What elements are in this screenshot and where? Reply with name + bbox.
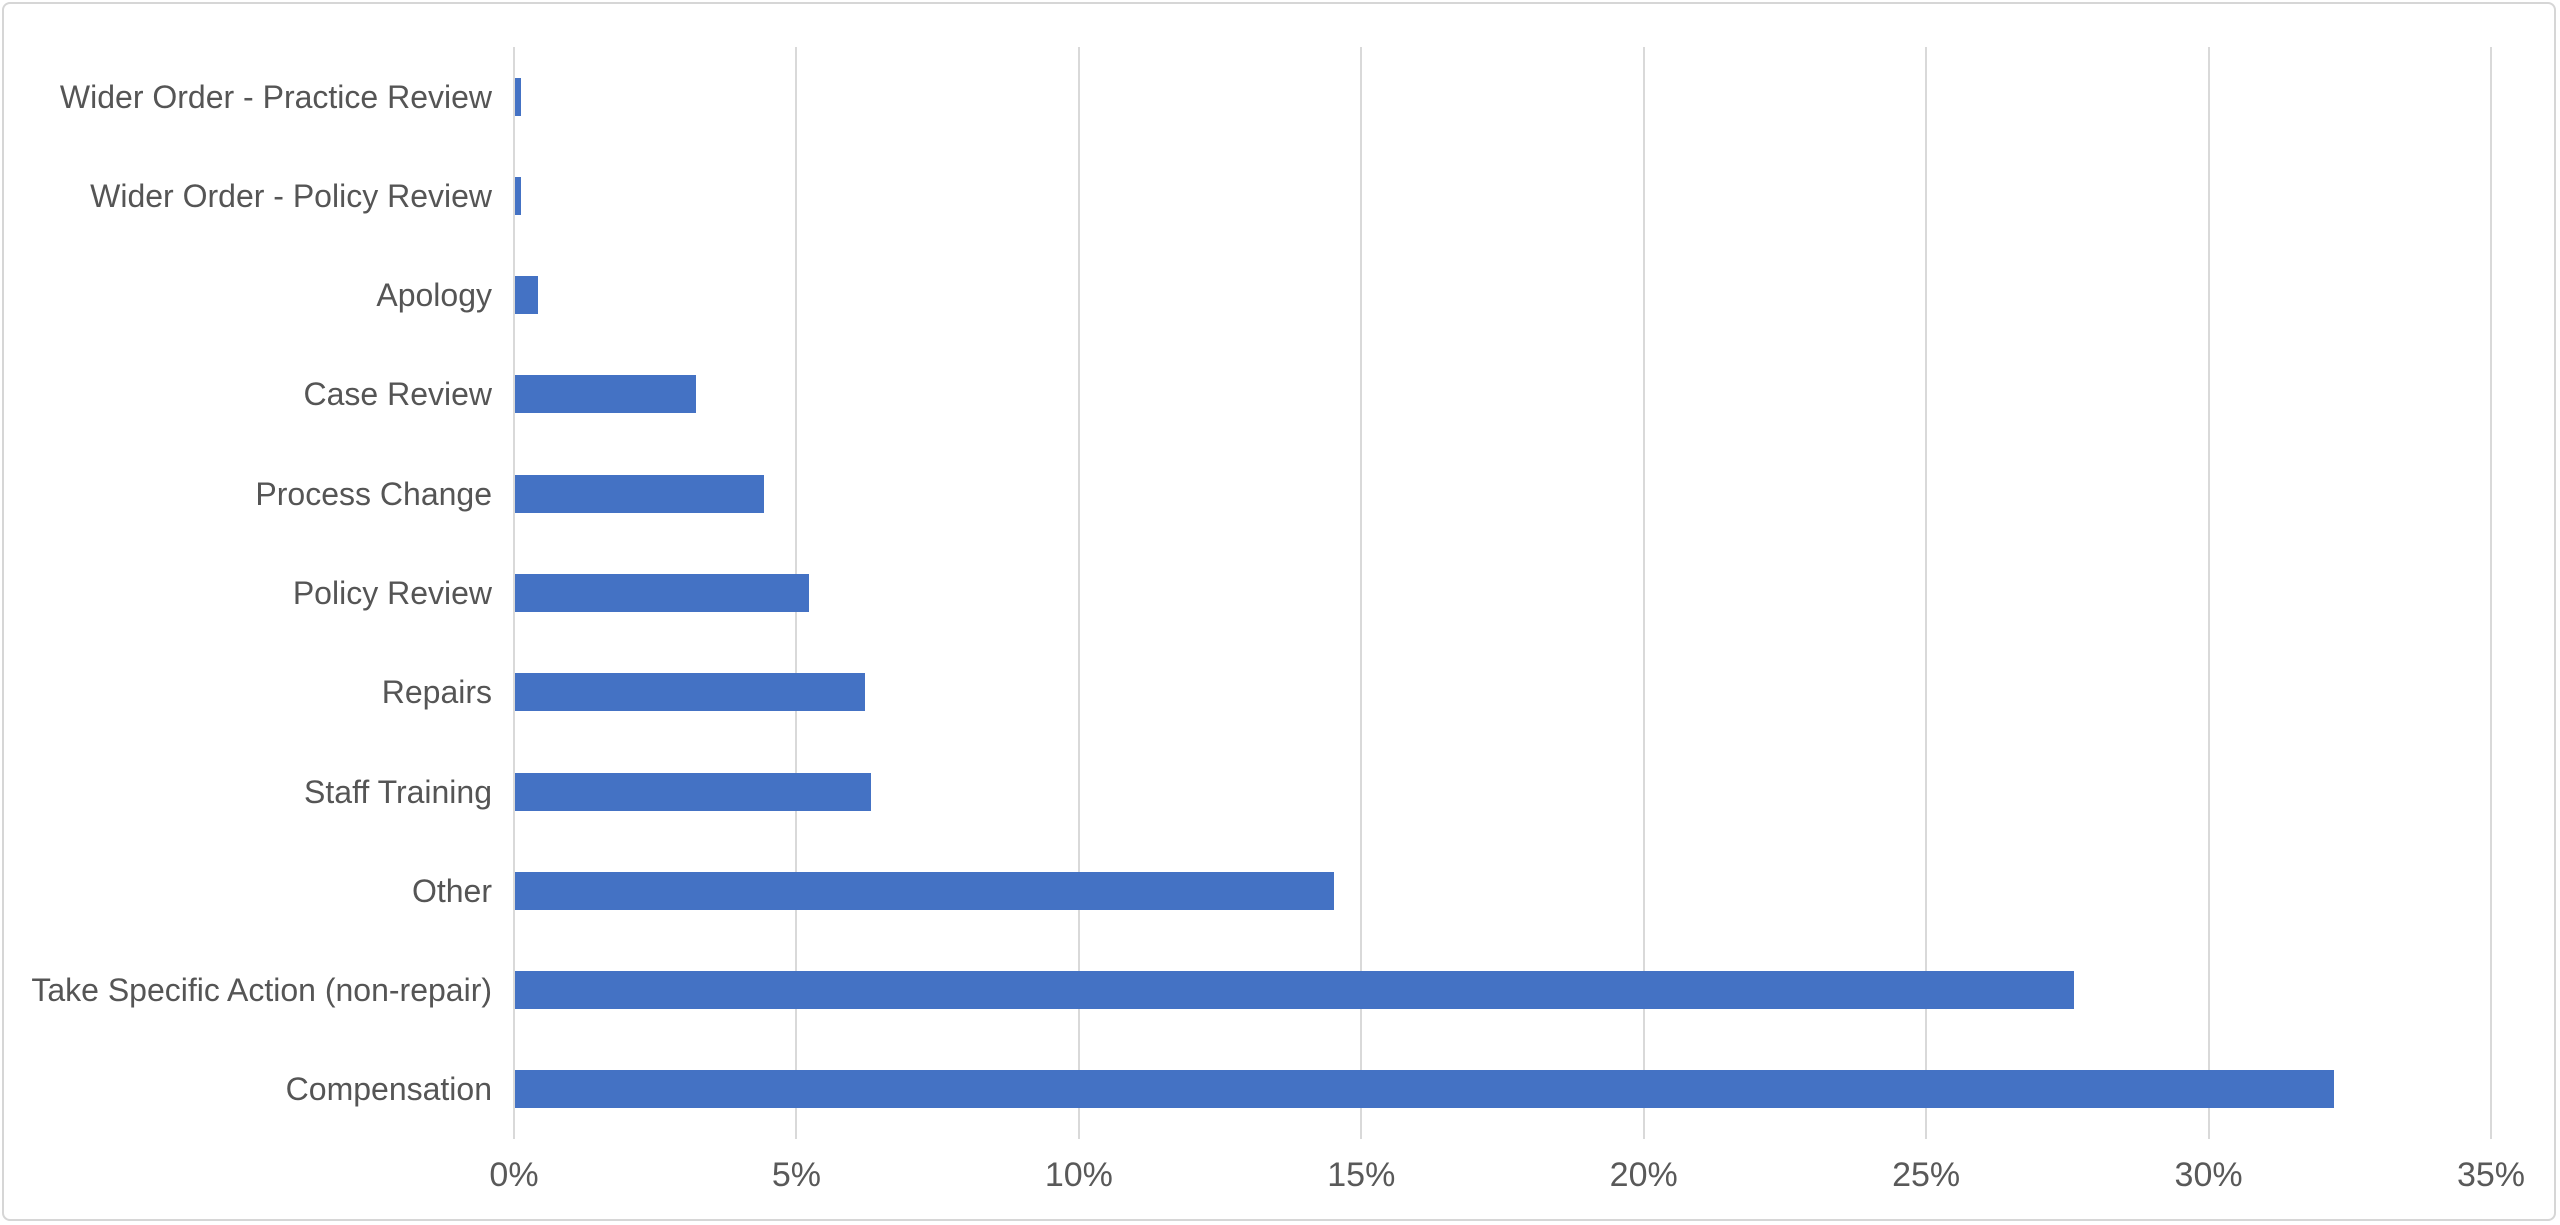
bar-policy-review bbox=[515, 574, 809, 612]
gridline-30% bbox=[2207, 47, 2210, 1139]
bar-compensation bbox=[515, 1070, 2334, 1109]
category-label: Staff Training bbox=[304, 773, 492, 810]
gridline-35% bbox=[2490, 47, 2492, 1139]
bar-process-change bbox=[515, 474, 764, 513]
x-tick-label: 0% bbox=[489, 1156, 539, 1194]
bar-wider-order-policy-review bbox=[515, 176, 521, 215]
gridline-20% bbox=[1642, 47, 1645, 1139]
category-label: Take Specific Action (non-repair) bbox=[31, 972, 492, 1009]
gridline-10% bbox=[1077, 47, 1080, 1139]
value-axis: 0% 5% 10% 15% 20% 25% 30% 35% bbox=[4, 1156, 2560, 1216]
x-tick-label: 20% bbox=[1609, 1156, 1678, 1194]
category-label: Repairs bbox=[381, 674, 492, 711]
gridline-0% bbox=[513, 47, 515, 1139]
category-label: Case Review bbox=[303, 376, 492, 413]
category-label: Wider Order - Policy Review bbox=[90, 177, 492, 214]
bar-wider-order-practice-review bbox=[515, 77, 521, 116]
x-tick-label: 10% bbox=[1044, 1156, 1113, 1194]
bar-repairs bbox=[515, 673, 866, 712]
x-tick-label: 15% bbox=[1327, 1156, 1396, 1194]
x-tick-label: 30% bbox=[2174, 1156, 2243, 1194]
bar-staff-training bbox=[515, 772, 871, 811]
category-label: Other bbox=[411, 872, 492, 909]
category-axis-labels: Wider Order - Practice Review Wider Order… bbox=[4, 47, 492, 1139]
category-label: Compensation bbox=[285, 1071, 492, 1108]
x-tick-label: 25% bbox=[1892, 1156, 1961, 1194]
category-label: Wider Order - Practice Review bbox=[59, 78, 492, 115]
x-tick-label: 35% bbox=[2456, 1156, 2526, 1194]
bar-take-specific-action-non-repair- bbox=[515, 971, 2074, 1010]
gridline-25% bbox=[1925, 47, 1928, 1139]
category-label: Apology bbox=[376, 277, 492, 314]
bar-case-review bbox=[515, 375, 696, 414]
bar-apology bbox=[515, 276, 538, 315]
category-label: Process Change bbox=[255, 475, 492, 512]
x-tick-label: 5% bbox=[771, 1156, 821, 1194]
category-label: Policy Review bbox=[292, 575, 492, 611]
plot-area bbox=[513, 47, 2492, 1139]
gridline-15% bbox=[1360, 47, 1363, 1139]
bar-other bbox=[515, 871, 1335, 910]
